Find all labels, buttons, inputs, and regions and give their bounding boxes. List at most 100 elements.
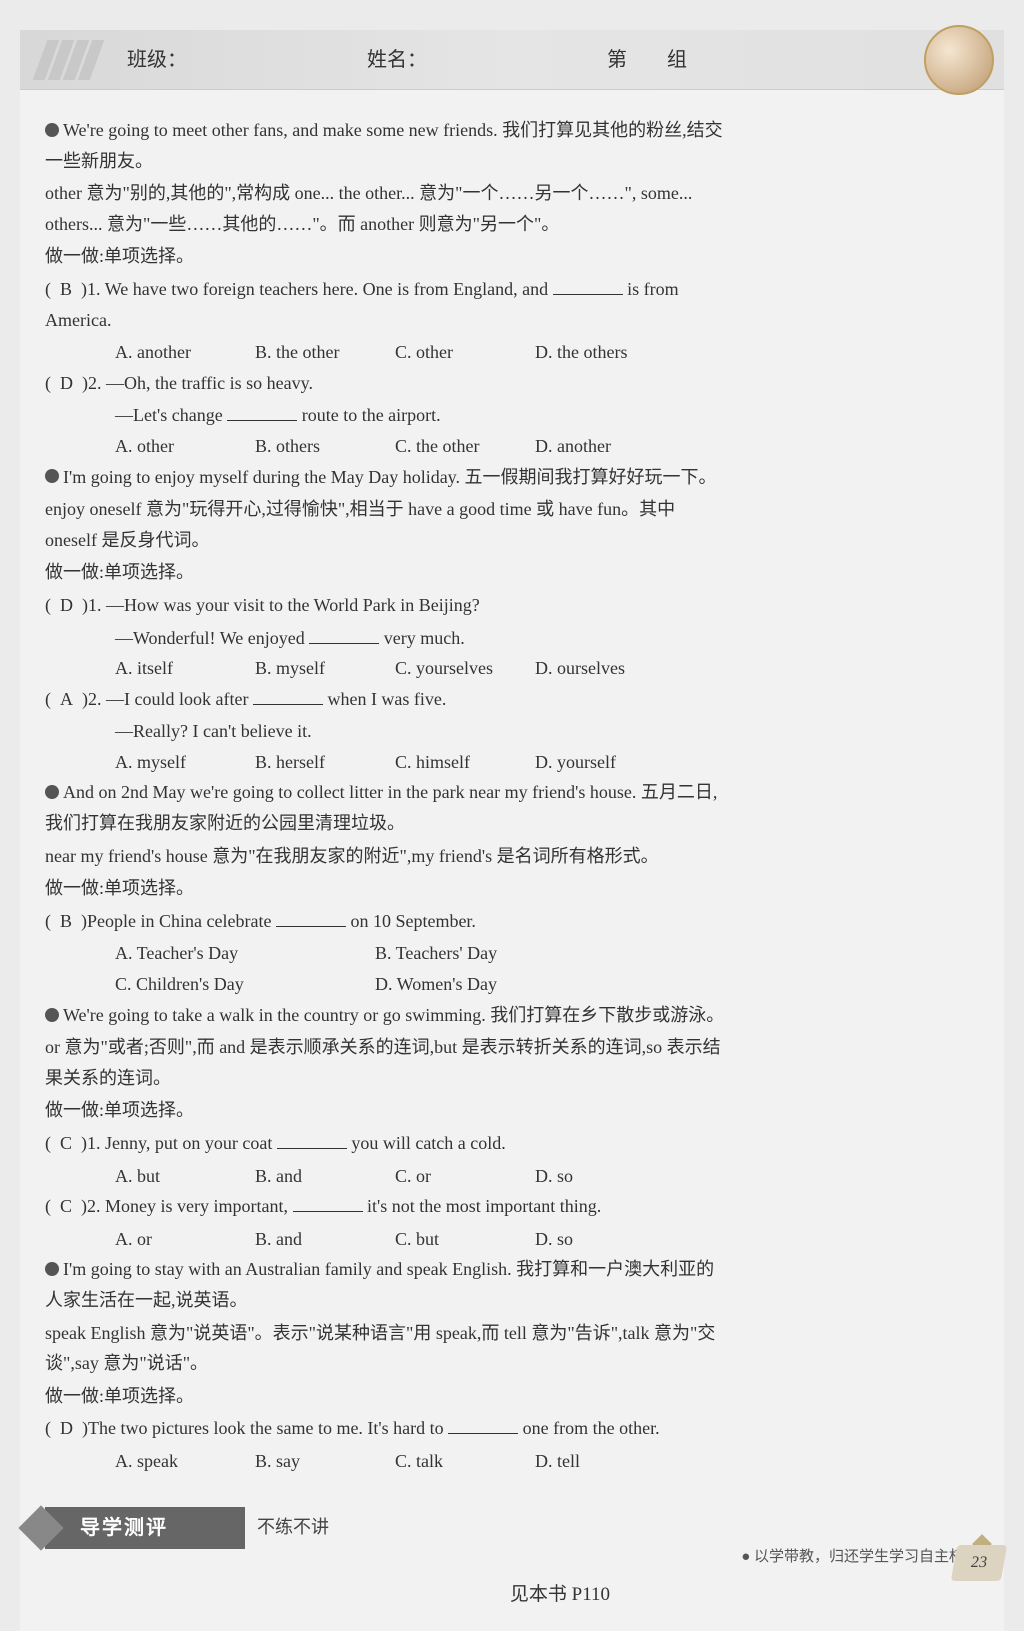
footer-badge: 导学测评 不练不讲 bbox=[45, 1507, 730, 1549]
opt-b: B. and bbox=[255, 1224, 395, 1255]
opt-b: B. say bbox=[255, 1446, 395, 1477]
practice-label: 做一做:单项选择。 bbox=[45, 241, 730, 272]
section-lead: I'm going to stay with an Australian fam… bbox=[45, 1254, 730, 1315]
page-reference: 见本书 P110 bbox=[45, 1579, 730, 1611]
practice-label: 做一做:单项选择。 bbox=[45, 557, 730, 588]
opt-c: C. but bbox=[395, 1224, 535, 1255]
stem: —Oh, the traffic is so heavy. bbox=[106, 373, 313, 393]
qnum: 2. bbox=[88, 373, 102, 393]
options-row: A. itselfB. myselfC. yourselvesD. oursel… bbox=[45, 653, 730, 684]
opt-a: A. another bbox=[115, 337, 255, 368]
mascot-icon bbox=[924, 25, 994, 95]
answer: D bbox=[60, 1418, 73, 1438]
qnum: 1. bbox=[87, 1133, 101, 1153]
opt-b: B. and bbox=[255, 1161, 395, 1192]
question-row: ( C )1. Jenny, put on your coat you will… bbox=[45, 1128, 730, 1159]
explain-text: or 意为"或者;否则",而 and 是表示顺承关系的连词,but 是表示转折关… bbox=[45, 1032, 730, 1093]
explain-text: other 意为"别的,其他的",常构成 one... the other...… bbox=[45, 178, 730, 239]
bullet-icon bbox=[45, 785, 59, 799]
opt-a: A. or bbox=[115, 1224, 255, 1255]
explain-text: speak English 意为"说英语"。表示"说某种语言"用 speak,而… bbox=[45, 1318, 730, 1379]
answer: D bbox=[60, 373, 73, 393]
worksheet-page: 班级： 姓名： 第 组 We're going to meet other fa… bbox=[20, 30, 1004, 1631]
question-row: ( B )People in China celebrate on 10 Sep… bbox=[45, 906, 730, 937]
opt-a: A. itself bbox=[115, 653, 255, 684]
stem: Jenny, put on your coat bbox=[105, 1133, 277, 1153]
line2: —Wonderful! We enjoyed bbox=[115, 628, 309, 648]
page-number: 23 bbox=[951, 1545, 1007, 1581]
opt-a: A. Teacher's Day bbox=[115, 938, 375, 969]
opt-b: B. Teachers' Day bbox=[375, 938, 635, 969]
options-row: A. Teacher's DayB. Teachers' Day bbox=[45, 938, 730, 969]
opt-b: B. others bbox=[255, 431, 395, 462]
answer: A bbox=[60, 689, 73, 709]
lead-text: We're going to take a walk in the countr… bbox=[63, 1005, 724, 1025]
stem-tail: when I was five. bbox=[323, 689, 446, 709]
opt-b: B. the other bbox=[255, 337, 395, 368]
footer-motto: ● 以学带教，归还学生学习自主权 bbox=[741, 1545, 964, 1571]
stem-tail: it's not the most important thing. bbox=[363, 1196, 602, 1216]
stem: —How was your visit to the World Park in… bbox=[106, 595, 480, 615]
opt-d: D. yourself bbox=[535, 747, 675, 778]
name-label: 姓名： bbox=[367, 43, 427, 77]
opt-c: C. himself bbox=[395, 747, 535, 778]
content-area: We're going to meet other fans, and make… bbox=[20, 90, 760, 1631]
options-row: A. butB. andC. orD. so bbox=[45, 1161, 730, 1192]
question-row: ( D )1. —How was your visit to the World… bbox=[45, 590, 730, 621]
question-row: ( C )2. Money is very important, it's no… bbox=[45, 1191, 730, 1222]
opt-c: C. Children's Day bbox=[115, 969, 375, 1000]
practice-label: 做一做:单项选择。 bbox=[45, 1381, 730, 1412]
bullet-icon bbox=[45, 1262, 59, 1276]
answer: B bbox=[60, 279, 72, 299]
opt-d: D. so bbox=[535, 1161, 675, 1192]
class-label: 班级： bbox=[127, 43, 187, 77]
bullet-icon bbox=[45, 1008, 59, 1022]
group-suffix: 组 bbox=[667, 43, 687, 77]
question-row: ( B )1. We have two foreign teachers her… bbox=[45, 274, 730, 335]
lead-text: And on 2nd May we're going to collect li… bbox=[45, 782, 717, 833]
line2-tail: route to the airport. bbox=[297, 405, 440, 425]
bullet-icon bbox=[45, 123, 59, 137]
options-row: A. anotherB. the otherC. otherD. the oth… bbox=[45, 337, 730, 368]
section-lead: We're going to take a walk in the countr… bbox=[45, 1000, 730, 1031]
opt-a: A. myself bbox=[115, 747, 255, 778]
lead-text: We're going to meet other fans, and make… bbox=[45, 120, 723, 171]
options-row: A. otherB. othersC. the otherD. another bbox=[45, 431, 730, 462]
qnum: 2. bbox=[87, 1196, 101, 1216]
explain-text: enjoy oneself 意为"玩得开心,过得愉快",相当于 have a g… bbox=[45, 494, 730, 555]
opt-c: C. talk bbox=[395, 1446, 535, 1477]
section-lead: We're going to meet other fans, and make… bbox=[45, 115, 730, 176]
qnum: 2. bbox=[88, 689, 102, 709]
answer: C bbox=[60, 1133, 72, 1153]
group-prefix: 第 bbox=[607, 43, 627, 77]
stem-tail: one from the other. bbox=[518, 1418, 659, 1438]
answer: D bbox=[60, 595, 73, 615]
stem: —I could look after bbox=[106, 689, 253, 709]
stem-tail: on 10 September. bbox=[346, 911, 476, 931]
opt-a: A. but bbox=[115, 1161, 255, 1192]
opt-d: D. Women's Day bbox=[375, 969, 635, 1000]
stem-tail: you will catch a cold. bbox=[347, 1133, 506, 1153]
opt-d: D. the others bbox=[535, 337, 675, 368]
question-row: ( A )2. —I could look after when I was f… bbox=[45, 684, 730, 715]
options-row: C. Children's DayD. Women's Day bbox=[45, 969, 730, 1000]
bullet-icon bbox=[45, 469, 59, 483]
stem: Money is very important, bbox=[105, 1196, 292, 1216]
opt-c: C. yourselves bbox=[395, 653, 535, 684]
badge-tail: 不练不讲 bbox=[257, 1512, 329, 1543]
answer: C bbox=[60, 1196, 72, 1216]
practice-label: 做一做:单项选择。 bbox=[45, 1095, 730, 1126]
opt-c: C. the other bbox=[395, 431, 535, 462]
opt-c: C. or bbox=[395, 1161, 535, 1192]
opt-a: A. speak bbox=[115, 1446, 255, 1477]
answer: B bbox=[60, 911, 72, 931]
stem: The two pictures look the same to me. It… bbox=[88, 1418, 448, 1438]
qnum: 1. bbox=[87, 279, 101, 299]
opt-d: D. so bbox=[535, 1224, 675, 1255]
question-line2: —Really? I can't believe it. bbox=[45, 716, 730, 747]
line2-tail: very much. bbox=[379, 628, 464, 648]
question-line2: —Wonderful! We enjoyed very much. bbox=[45, 623, 730, 654]
question-row: ( D )2. —Oh, the traffic is so heavy. bbox=[45, 368, 730, 399]
opt-b: B. herself bbox=[255, 747, 395, 778]
opt-c: C. other bbox=[395, 337, 535, 368]
